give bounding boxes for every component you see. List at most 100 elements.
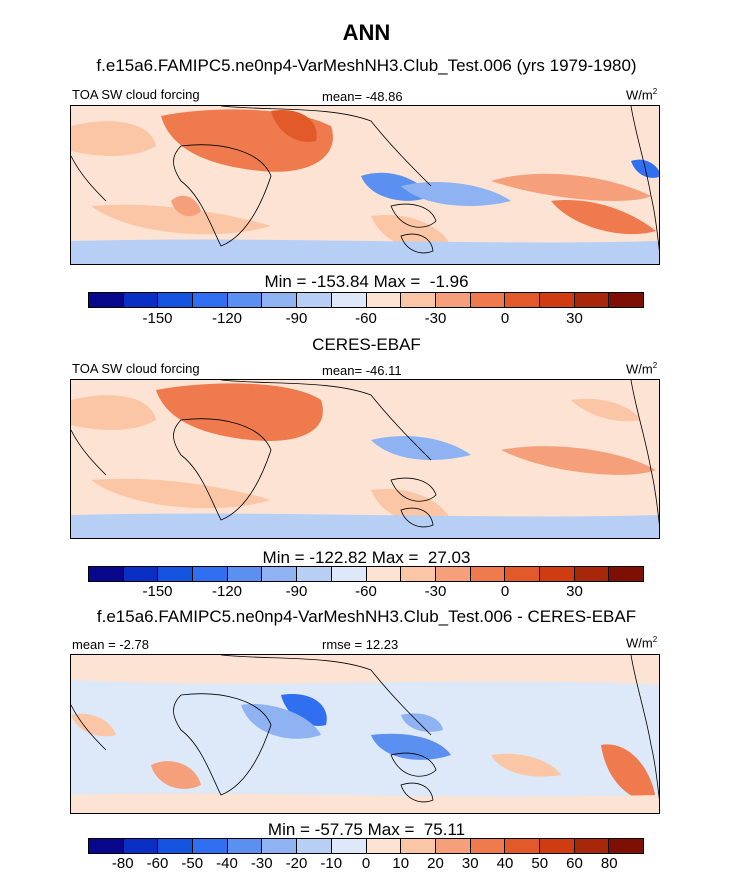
colorbar-bin (401, 839, 436, 853)
colorbar-tick-label: 50 (531, 855, 549, 872)
colorbar-bin (227, 293, 263, 307)
colorbar-tick-label: 30 (461, 855, 479, 872)
colorbar-tick-label: -30 (424, 583, 447, 600)
colorbar-tick-label: 0 (361, 855, 371, 872)
panel-1-min-max: Min = -153.84 Max = -1.96 (264, 272, 469, 291)
colorbar-bin (262, 567, 298, 581)
colorbar-tick-label: -90 (285, 310, 308, 327)
colorbar-bin (539, 839, 575, 853)
colorbar-tick-label: 30 (566, 310, 583, 327)
colorbar-bin (539, 567, 575, 581)
panel-2-field-blobs (71, 383, 659, 538)
panel-3-coastlines (71, 655, 659, 803)
colorbar-bin (193, 293, 228, 307)
colorbar-bin (227, 839, 263, 853)
panel-2-coastlines (71, 380, 659, 528)
colorbar-tick-label: -50 (181, 855, 204, 872)
colorbar-tick-label: 30 (566, 583, 583, 600)
panel-3-unit: W/m2 (626, 635, 658, 651)
panel-2-variable-label: TOA SW cloud forcing (72, 361, 200, 376)
colorbar-tick-label: -60 (355, 583, 377, 600)
panel-2-unit: W/m2 (626, 361, 658, 377)
colorbar-tick-label: -150 (142, 583, 173, 600)
colorbar-bin (539, 293, 575, 307)
colorbar-tick-label: 0 (500, 583, 510, 600)
colorbar-bin (297, 567, 332, 581)
panel-1-subtitle: f.e15a6.FAMIPC5.ne0np4-VarMeshNH3.Club_T… (96, 56, 637, 75)
colorbar-bin (227, 567, 263, 581)
colorbar-bin (193, 567, 228, 581)
colorbar-tick-label: -30 (424, 310, 447, 327)
colorbar-bin (574, 839, 610, 853)
panel-2-colorbar-ticks: -150 -120 -90 -60 -30 0 30 (0, 583, 733, 603)
panel-1-coastlines (71, 106, 659, 254)
colorbar-tick-label: -60 (355, 310, 377, 327)
colorbar-bin (158, 839, 194, 853)
colorbar-bin (574, 567, 610, 581)
colorbar-bin (401, 293, 436, 307)
panel-3-colorbar (88, 838, 644, 854)
panel-1-variable-label: TOA SW cloud forcing (72, 87, 200, 102)
colorbar-bin (89, 839, 124, 853)
colorbar-tick-label: -10 (320, 855, 343, 872)
colorbar-tick-label: 60 (566, 855, 583, 872)
colorbar-tick-label: -150 (142, 310, 173, 327)
colorbar-bin (123, 567, 159, 581)
colorbar-bin (366, 567, 402, 581)
colorbar-tick-label: -20 (285, 855, 308, 872)
colorbar-bin (401, 567, 436, 581)
colorbar-tick-label: 20 (427, 855, 444, 872)
panel-1-colorbar (88, 292, 644, 308)
colorbar-bin (331, 293, 367, 307)
panel-2-mean-label: mean= -46.11 (322, 363, 402, 378)
colorbar-bin (574, 293, 610, 307)
colorbar-bin (609, 567, 643, 581)
colorbar-bin (158, 293, 194, 307)
colorbar-bin (331, 839, 367, 853)
page-title: ANN (342, 20, 391, 45)
colorbar-bin (331, 567, 367, 581)
colorbar-bin (366, 839, 402, 853)
colorbar-tick-label: 0 (500, 310, 510, 327)
colorbar-bin (470, 567, 506, 581)
colorbar-tick-label: 40 (496, 855, 514, 872)
colorbar-tick-label: 80 (600, 855, 618, 872)
colorbar-bin (609, 839, 643, 853)
colorbar-tick-label: -120 (211, 583, 243, 600)
colorbar-tick-label: -40 (216, 855, 238, 872)
colorbar-tick-label: -30 (250, 855, 273, 872)
panel-2-map (70, 379, 660, 539)
colorbar-bin (297, 293, 332, 307)
colorbar-tick-label: -80 (111, 855, 134, 872)
panel-3-colorbar-ticks: -80 -60 -50 -40 -30 -20 -10 0 10 20 30 40 50 60 80 (0, 855, 733, 875)
panel-2-colorbar (88, 566, 644, 582)
colorbar-bin (89, 293, 124, 307)
colorbar-bin (89, 567, 124, 581)
colorbar-bin (123, 293, 159, 307)
panel-3-subtitle: f.e15a6.FAMIPC5.ne0np4-VarMeshNH3.Club_T… (96, 607, 637, 626)
panel-1-mean-label: mean= -48.86 (322, 89, 403, 104)
panel-3-map (70, 654, 660, 814)
colorbar-tick-label: -120 (211, 310, 243, 327)
colorbar-bin (193, 839, 228, 853)
colorbar-tick-label: 10 (392, 855, 410, 872)
colorbar-bin (262, 839, 298, 853)
colorbar-bin (505, 567, 540, 581)
panel-2-min-max: Min = -122.82 Max = 27.03 (262, 548, 471, 567)
panel-1-map (70, 105, 660, 265)
panel-1-unit: W/m2 (626, 87, 658, 103)
panel-3-min-max: Min = -57.75 Max = 75.11 (267, 820, 466, 839)
colorbar-bin (470, 839, 506, 853)
panel-2-subtitle: CERES-EBAF (312, 335, 421, 354)
colorbar-bin (470, 293, 506, 307)
colorbar-bin (505, 293, 540, 307)
colorbar-bin (505, 839, 540, 853)
colorbar-bin (435, 567, 471, 581)
panel-3-field-blobs (71, 655, 659, 813)
panel-1-field-blobs (71, 109, 659, 264)
panel-3-rmse-label: rmse = 12.23 (322, 637, 399, 652)
colorbar-bin (609, 293, 643, 307)
colorbar-tick-label: -60 (146, 855, 169, 872)
colorbar-bin (123, 839, 159, 853)
colorbar-bin (262, 293, 298, 307)
